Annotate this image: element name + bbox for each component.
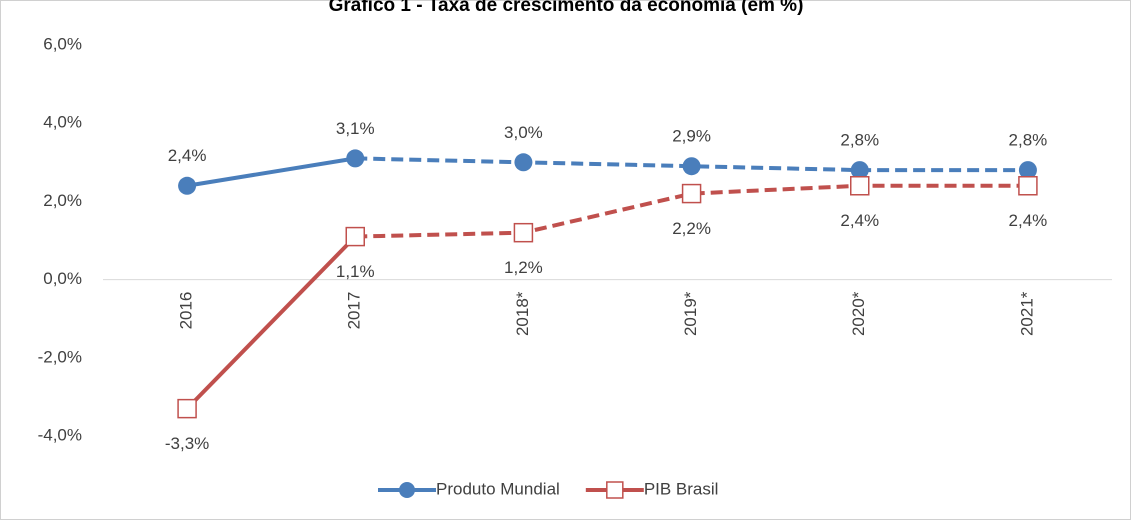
y-tick-label: 0,0%: [43, 269, 82, 288]
data-label: 2,4%: [168, 146, 207, 165]
data-label: 3,0%: [504, 123, 543, 142]
point: [1018, 176, 1038, 196]
y-tick-label: -2,0%: [38, 347, 82, 366]
data-label: 2,9%: [672, 127, 711, 146]
x-tick-label: 2016: [177, 292, 196, 330]
data-label: 2,4%: [1009, 211, 1048, 230]
y-tick-label: 4,0%: [43, 113, 82, 132]
data-label: 2,4%: [840, 211, 879, 230]
point: [177, 398, 197, 419]
legend-label: Produto Mundial: [436, 479, 560, 498]
series-line: [355, 183, 1028, 239]
data-label: 1,1%: [336, 262, 375, 281]
point: [850, 161, 869, 180]
x-tick-label: 2019*: [681, 291, 700, 336]
legend-label: PIB Brasil: [644, 479, 719, 498]
x-tick-label: 2018*: [513, 291, 532, 336]
series-line: [186, 156, 356, 188]
point: [345, 226, 365, 247]
point: [346, 149, 365, 168]
data-label: 2,8%: [1009, 131, 1048, 150]
x-tick-label: 2021*: [1017, 291, 1036, 336]
point: [514, 153, 533, 172]
x-tick-label: 2020*: [849, 291, 868, 336]
y-tick-label: -4,0%: [38, 425, 82, 444]
data-label: -3,3%: [165, 434, 209, 453]
data-label: 2,2%: [672, 219, 711, 238]
series-line: [185, 235, 357, 411]
series-line: [355, 156, 1028, 173]
point: [513, 222, 534, 243]
legend-marker: [606, 481, 624, 499]
data-label: 3,1%: [336, 119, 375, 138]
data-label: 1,2%: [504, 258, 543, 277]
y-tick-label: 6,0%: [43, 34, 82, 53]
point: [178, 176, 197, 195]
point: [681, 183, 702, 204]
point: [682, 157, 701, 176]
point: [850, 176, 870, 196]
data-label: 2,8%: [840, 131, 879, 150]
x-tick-label: 2017: [345, 292, 364, 330]
y-tick-label: 2,0%: [43, 191, 82, 210]
legend-marker: [399, 482, 415, 498]
point: [1018, 161, 1037, 180]
chart-title: Gráfico 1 - Taxa de crescimento da econo…: [329, 0, 804, 16]
